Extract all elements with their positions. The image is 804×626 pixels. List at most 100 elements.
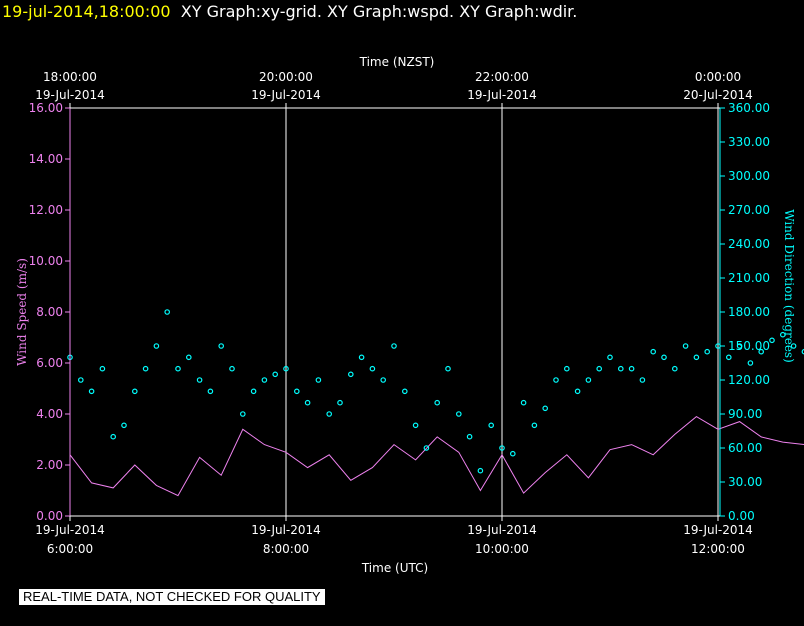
wind-direction-point: [779, 331, 786, 338]
wind-direction-point: [347, 371, 354, 378]
wind-direction-point: [412, 422, 419, 429]
wind-direction-point: [445, 365, 451, 372]
wind-direction-point: [488, 422, 495, 429]
wind-speed-series: [69, 415, 804, 497]
wind-direction-point: [423, 445, 430, 451]
top-tick-time: 18:00:00: [43, 70, 97, 84]
wind-direction-point: [207, 388, 214, 395]
bottom-axis-label: Time (UTC): [361, 561, 428, 575]
wind-direction-point: [380, 377, 387, 383]
wind-direction-point: [639, 377, 646, 383]
wind-direction-point: [229, 365, 235, 372]
wind-direction-point: [520, 399, 527, 406]
axis-ticks: 0.00 2.00 4.00 6.00 8.00 10.00 12.00 14.00 16.00…: [29, 70, 770, 556]
top-tick-date: 19-Jul-2014: [251, 88, 321, 102]
wind-direction-point: [477, 467, 484, 474]
wind-direction-point: [725, 354, 732, 361]
right-tick-label: 60.00: [728, 441, 762, 455]
plot-frame: [69, 107, 721, 517]
top-tick-date: 19-Jul-2014: [35, 88, 105, 102]
left-tick-label: 4.00: [36, 407, 63, 421]
right-tick-label: 120.00: [728, 373, 770, 387]
right-tick-label: 90.00: [728, 407, 762, 421]
wind-direction-point: [272, 371, 279, 378]
wind-direction-point: [671, 365, 678, 372]
wind-direction-point: [250, 388, 257, 395]
top-tick-date: 19-Jul-2014: [467, 88, 537, 102]
top-tick-time: 20:00:00: [259, 70, 313, 84]
wind-direction-point: [196, 377, 203, 383]
left-tick-label: 10.00: [29, 254, 63, 268]
wind-direction-point: [283, 365, 289, 372]
wind-direction-point: [142, 365, 149, 372]
wind-direction-point: [466, 433, 473, 440]
wind-direction-point: [78, 377, 84, 383]
wind-direction-point: [693, 354, 700, 361]
wind-direction-point: [218, 343, 225, 349]
wind-direction-point: [596, 365, 603, 372]
wind-direction-point: [401, 388, 408, 395]
header-timestamp: 19-jul-2014,18:00:00: [2, 2, 171, 21]
right-tick-label: 360.00: [728, 101, 770, 115]
wind-direction-point: [661, 354, 667, 361]
right-tick-label: 270.00: [728, 203, 770, 217]
bottom-tick-date: 19-Jul-2014: [251, 523, 321, 537]
left-tick-label: 0.00: [36, 509, 63, 523]
wind-direction-point: [337, 399, 343, 406]
wind-direction-point: [88, 388, 95, 395]
wind-direction-point: [434, 399, 441, 406]
wind-direction-point: [153, 343, 160, 349]
grid-lines: [285, 108, 719, 516]
wind-direction-point: [261, 377, 268, 383]
top-axis-label: Time (NZST): [359, 55, 435, 69]
disclaimer-banner: REAL-TIME DATA, NOT CHECKED FOR QUALITY: [19, 589, 325, 605]
left-tick-label: 8.00: [36, 305, 63, 319]
wind-direction-point: [499, 445, 505, 451]
bottom-tick-date: 19-Jul-2014: [683, 523, 753, 537]
top-tick-time: 22:00:00: [475, 70, 529, 84]
wind-direction-point: [542, 405, 549, 412]
left-tick-label: 6.00: [36, 356, 63, 370]
wind-direction-point: [132, 388, 138, 395]
wind-direction-point: [758, 348, 765, 355]
right-tick-label: 0.00: [728, 509, 755, 523]
wind-direction-point: [607, 354, 613, 361]
wind-direction-point: [563, 365, 570, 372]
left-tick-label: 12.00: [29, 203, 63, 217]
right-tick-label: 240.00: [728, 237, 770, 251]
bottom-tick-date: 19-Jul-2014: [467, 523, 537, 537]
wind-direction-point: [747, 360, 754, 366]
right-tick-label: 210.00: [728, 271, 770, 285]
wind-speed-line: [69, 415, 804, 497]
wind-direction-point: [574, 388, 581, 395]
wind-direction-point: [801, 348, 804, 355]
wind-direction-point: [790, 343, 797, 349]
left-tick-label: 14.00: [29, 152, 63, 166]
wind-direction-point: [531, 422, 538, 429]
header-graphs: XY Graph:xy-grid. XY Graph:wspd. XY Grap…: [180, 2, 578, 21]
left-tick-label: 2.00: [36, 458, 63, 472]
wind-direction-point: [509, 450, 516, 457]
wind-direction-point: [369, 365, 376, 372]
wind-direction-point: [736, 343, 743, 349]
wind-direction-point: [704, 348, 711, 355]
wind-direction-point: [391, 343, 397, 349]
right-tick-label: 330.00: [728, 135, 770, 149]
wind-direction-point: [617, 365, 624, 372]
wind-direction-point: [121, 422, 127, 429]
bottom-tick-date: 19-Jul-2014: [35, 523, 105, 537]
top-tick-date: 20-Jul-2014: [683, 88, 753, 102]
bottom-tick-time: 12:00:00: [691, 542, 745, 556]
wind-direction-point: [315, 377, 322, 383]
wind-direction-point: [650, 348, 657, 355]
wind-direction-point: [175, 365, 181, 372]
wind-direction-point: [304, 399, 311, 406]
header-title: 19-jul-2014,18:00:00 XY Graph:xy-grid. X…: [2, 2, 577, 21]
wind-direction-point: [186, 354, 192, 361]
wind-direction-point: [553, 377, 559, 383]
y-axis-left-label: Wind Speed (m/s): [15, 258, 29, 366]
wind-direction-series: [67, 309, 804, 474]
wind-direction-point: [358, 354, 365, 361]
wind-direction-point: [326, 411, 333, 417]
